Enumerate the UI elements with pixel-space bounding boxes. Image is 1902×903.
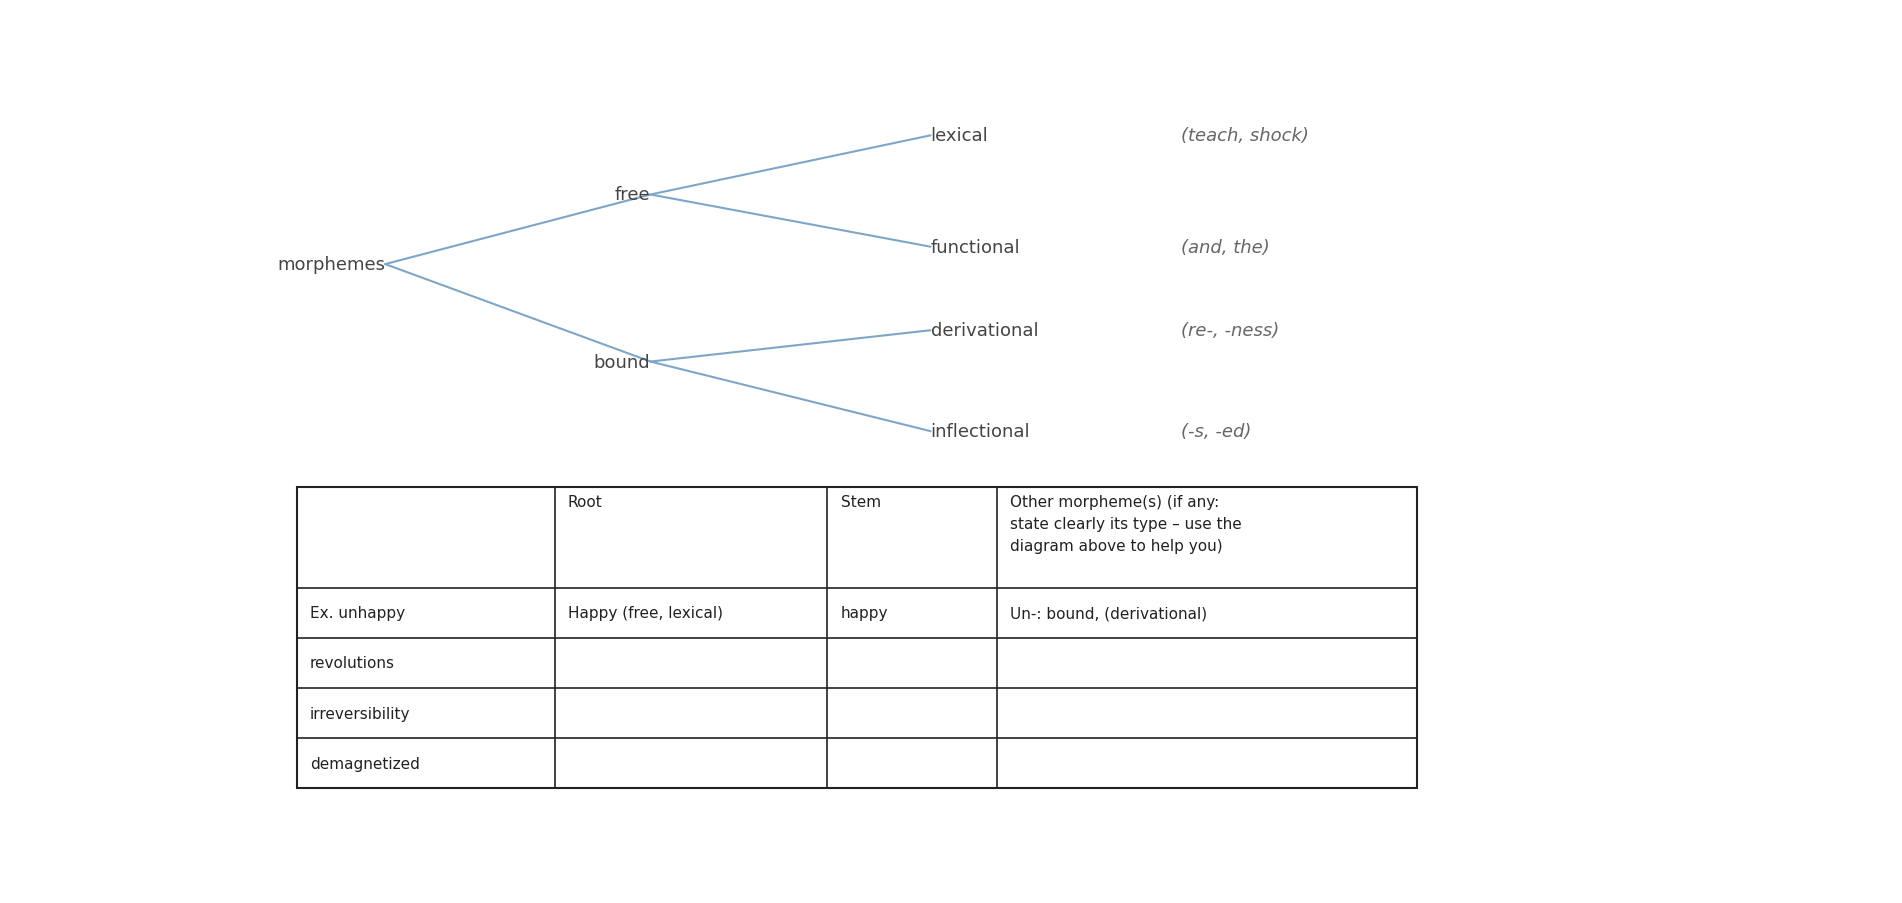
Text: inflectional: inflectional [930,423,1031,441]
Text: lexical: lexical [930,127,989,145]
Text: happy: happy [841,606,888,620]
Text: derivational: derivational [930,321,1038,340]
Text: (re-, -ness): (re-, -ness) [1181,321,1280,340]
Text: Un-: bound, (derivational): Un-: bound, (derivational) [1010,606,1208,620]
Text: (and, the): (and, the) [1181,238,1271,256]
Text: (-s, -ed): (-s, -ed) [1181,423,1252,441]
Text: morphemes: morphemes [278,256,384,274]
Text: irreversibility: irreversibility [310,706,411,721]
Text: Other morpheme(s) (if any:
state clearly its type – use the
diagram above to hel: Other morpheme(s) (if any: state clearly… [1010,494,1242,554]
Text: revolutions: revolutions [310,656,396,671]
Text: Happy (free, lexical): Happy (free, lexical) [569,606,723,620]
Text: bound: bound [593,353,650,371]
Text: Root: Root [569,494,603,509]
Text: functional: functional [930,238,1019,256]
Text: (teach, shock): (teach, shock) [1181,127,1309,145]
Text: Ex. unhappy: Ex. unhappy [310,606,405,620]
Bar [297,488,1417,788]
Text: free: free [614,186,650,204]
Text: demagnetized: demagnetized [310,756,420,771]
Text: Stem: Stem [841,494,881,509]
